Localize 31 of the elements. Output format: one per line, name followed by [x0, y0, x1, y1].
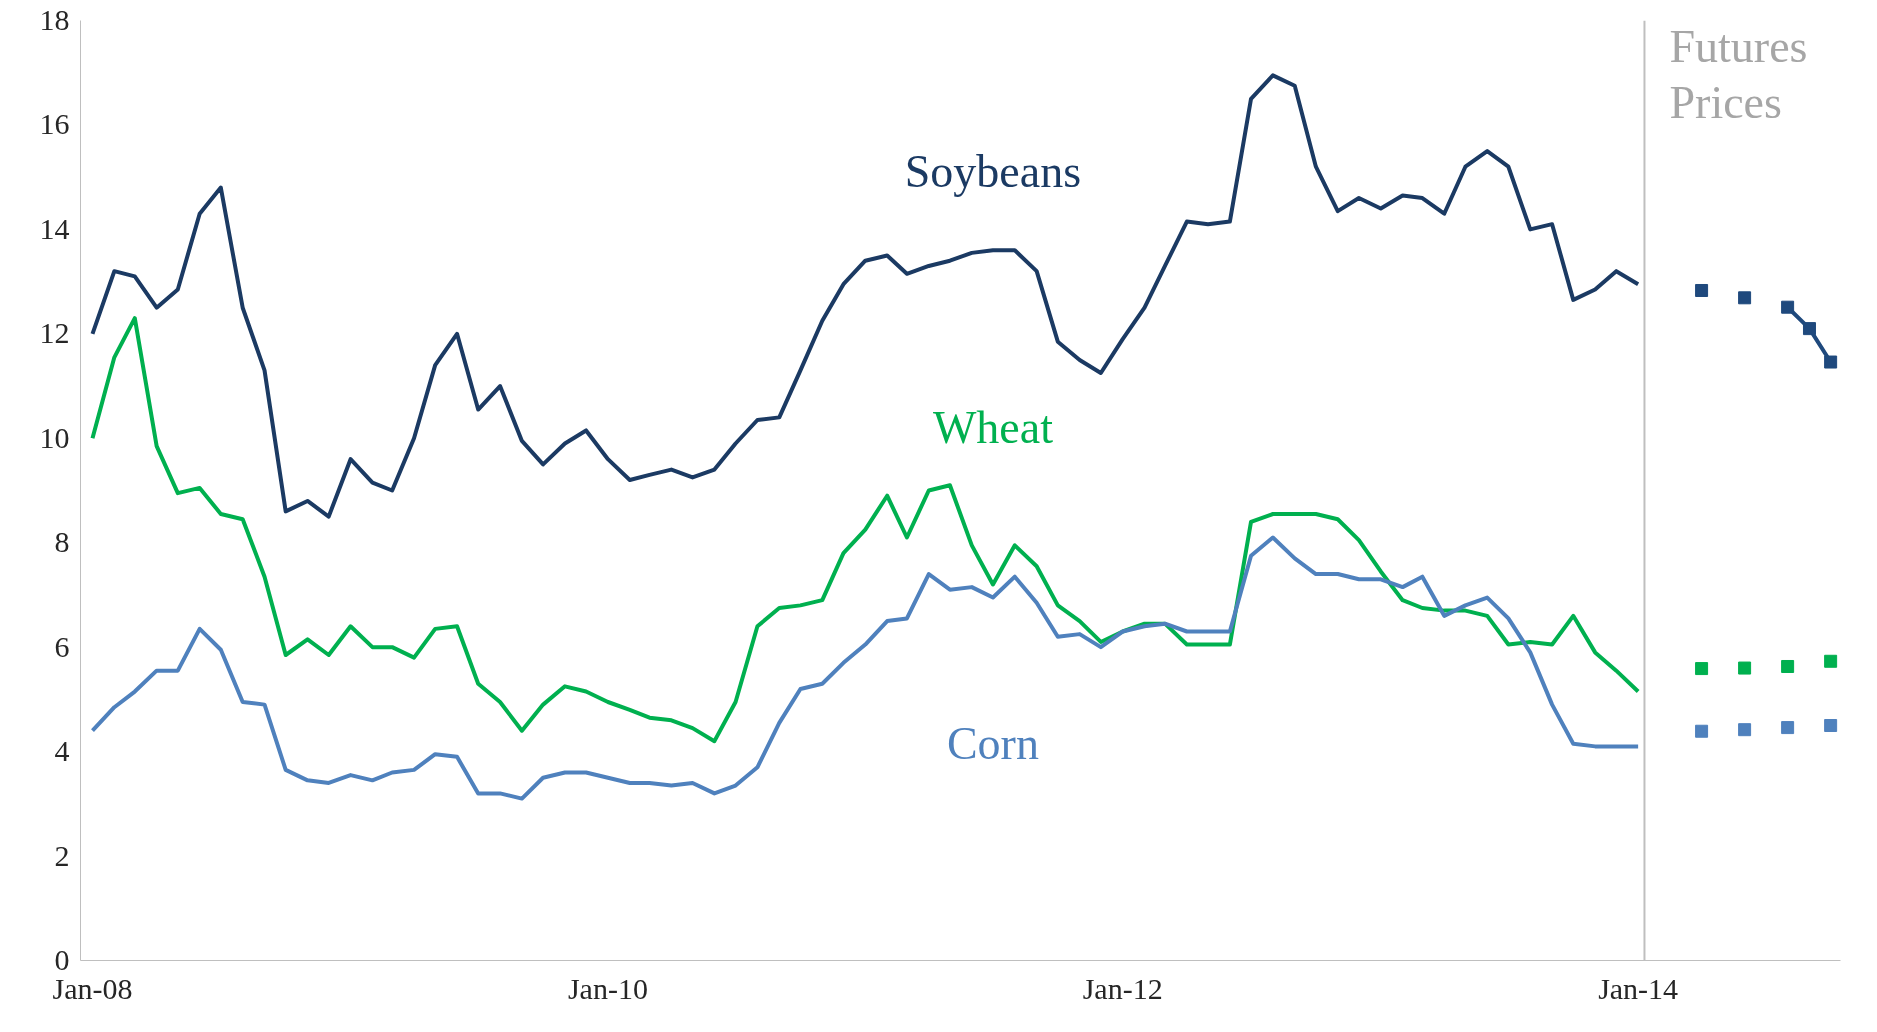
- y-tick-label: 14: [39, 211, 70, 245]
- point: [1802, 322, 1816, 336]
- point: [1738, 723, 1752, 737]
- series-label: Soybeans: [904, 146, 1082, 198]
- point: [1695, 724, 1709, 738]
- y-tick-label: 2: [54, 838, 70, 872]
- y-tick-label: 12: [39, 316, 70, 350]
- y-tick-label: 4: [54, 734, 70, 768]
- line-series: [90, 535, 1641, 801]
- y-tick-label: 6: [54, 629, 70, 663]
- x-tick-label: Jan-14: [1598, 971, 1679, 1005]
- point: [1738, 291, 1752, 305]
- point: [1738, 661, 1752, 675]
- y-tick-label: 16: [39, 107, 70, 141]
- point: [1695, 662, 1709, 676]
- line-series: [90, 73, 1641, 519]
- x-tick-label: Jan-12: [1082, 971, 1163, 1005]
- series-label: Wheat: [932, 402, 1054, 454]
- point: [1781, 659, 1795, 673]
- point: [1824, 355, 1838, 369]
- point: [1824, 654, 1838, 668]
- y-tick-label: 18: [39, 3, 70, 36]
- point: [1781, 300, 1795, 314]
- x-tick-label: Jan-10: [567, 971, 648, 1005]
- ref-line-label: Futures Prices: [1669, 20, 1808, 128]
- point: [1824, 719, 1838, 732]
- point: [1695, 283, 1709, 297]
- y-tick-label: 10: [39, 420, 70, 454]
- point: [1781, 721, 1795, 735]
- y-tick-label: 8: [54, 525, 70, 559]
- series-label: Corn: [946, 718, 1039, 770]
